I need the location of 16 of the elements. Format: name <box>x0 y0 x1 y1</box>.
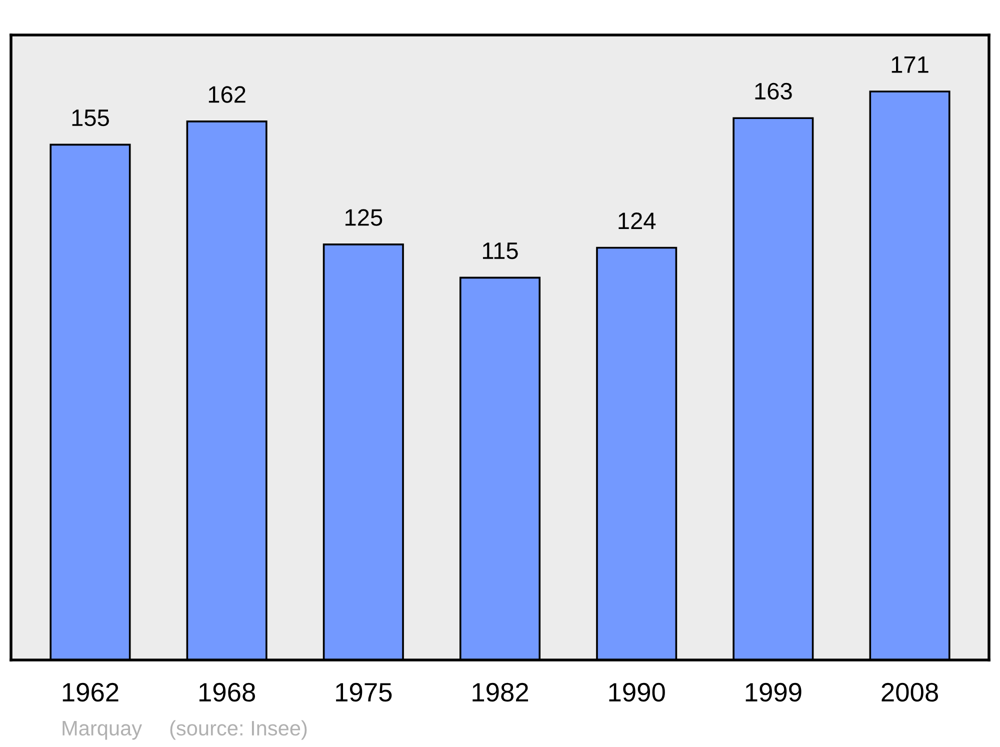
x-tick-label: 1975 <box>336 682 392 702</box>
text: (source: Insee) <box>170 720 307 740</box>
x-tick-label: 1962 <box>62 682 118 702</box>
x-tick-label: 1968 <box>199 682 256 702</box>
data-label: 125 <box>346 209 382 226</box>
data-label: 124 <box>618 212 656 229</box>
data-label: 171 <box>892 56 928 73</box>
data-label: 163 <box>755 82 792 100</box>
x-tick-label: 2008 <box>882 682 938 702</box>
data-label: 162 <box>208 86 246 103</box>
text: Marquay <box>62 721 142 740</box>
x-tick-label: 1999 <box>746 682 802 702</box>
x-tick-label: 1990 <box>609 682 665 702</box>
data-label: 115 <box>482 242 518 260</box>
data-label: 155 <box>72 110 109 126</box>
x-tick-label: 1982 <box>472 682 528 702</box>
